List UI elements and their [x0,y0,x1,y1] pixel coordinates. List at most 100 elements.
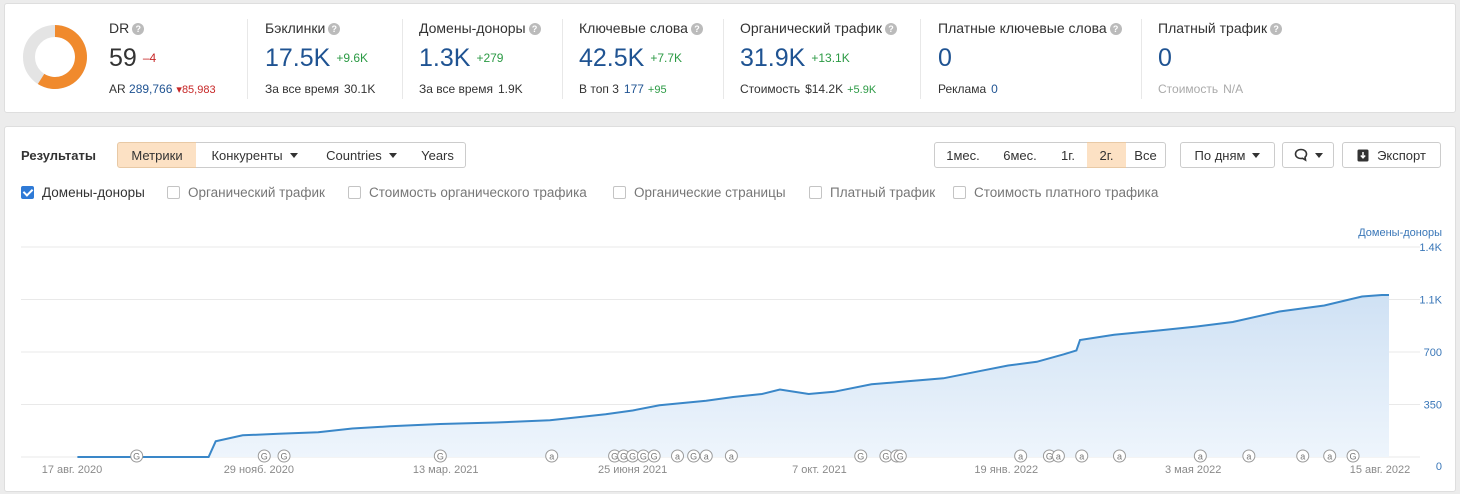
y-tick-label: 1.4K [1419,242,1442,254]
annotation-marker[interactable]: G [277,449,291,463]
checkbox-box[interactable] [613,186,626,199]
referring-domains-chart: 0 350 700 1.1K 1.4K Домены-доноры 17 авг. 2020… [21,227,1443,476]
annotation-marker[interactable]: a [1242,449,1256,463]
tab-metrics[interactable]: Метрики [117,142,197,168]
period-all[interactable]: Все [1126,142,1166,168]
metric-value[interactable]: 31.9K +13.1K [740,44,850,72]
svg-text:G: G [640,452,647,462]
metric-sub-value[interactable]: 177 [623,82,644,96]
annotation-marker[interactable]: G [893,449,907,463]
help-icon[interactable]: ? [528,23,541,35]
help-icon[interactable]: ? [1109,23,1122,35]
checkbox-organic-traffic[interactable]: Органический трафик [167,185,325,200]
tab-years[interactable]: Years [410,142,466,168]
annotation-marker[interactable]: G [257,449,271,463]
metric-label[interactable]: Ключевые слова? [579,20,703,36]
checkbox-box[interactable] [21,186,34,199]
caret-down-icon [1252,152,1261,158]
y-axis-label: Домены-доноры [1358,227,1442,239]
metric-value: 59 –4 [109,44,156,73]
svg-text:G: G [261,452,268,462]
annotation-marker[interactable]: G [1346,449,1360,463]
annotations-dropdown[interactable] [1282,142,1334,168]
metric-label[interactable]: Платные ключевые слова? [938,20,1122,36]
metric-value[interactable]: 0 [1158,44,1172,72]
annotation-marker[interactable]: a [1296,449,1310,463]
metric-label[interactable]: DR? [109,20,145,36]
svg-text:G: G [1350,452,1357,462]
checkbox-paid-traffic[interactable]: Платный трафик [809,185,935,200]
tab-competitors[interactable]: Конкуренты [196,142,314,168]
svg-text:a: a [1117,452,1122,462]
period-1-month[interactable]: 1мес. [934,142,992,168]
help-icon[interactable]: ? [690,23,703,35]
checkbox-organic-pages[interactable]: Органические страницы [613,185,786,200]
metric-value[interactable]: 0 [938,44,952,72]
checkbox-referring-domains[interactable]: Домены-доноры [21,185,145,200]
svg-text:a: a [549,452,554,462]
svg-text:G: G [1046,452,1053,462]
svg-text:G: G [690,452,697,462]
metric-sub: Стоимость $14.2K +5.9K [740,82,877,96]
svg-text:a: a [1198,452,1203,462]
period-6-months[interactable]: 6мес. [991,142,1050,168]
annotation-marker[interactable]: G [879,449,893,463]
checkbox-paid-traffic-cost[interactable]: Стоимость платного трафика [953,185,1158,200]
metric-sub: Стоимость N/A [1158,82,1244,96]
export-button[interactable]: Экспорт [1342,142,1441,168]
granularity-dropdown[interactable]: По дням [1180,142,1275,168]
annotation-marker[interactable]: a [699,449,713,463]
y-tick-label: 0 [1436,461,1442,473]
annotation-marker[interactable]: G [433,449,447,463]
annotation-marker[interactable]: G [687,449,701,463]
svg-text:a: a [1300,452,1305,462]
caret-down-icon [388,152,397,158]
metric-sub: Реклама 0 [938,82,998,96]
metric-label[interactable]: Органический трафик? [740,20,897,36]
metric-value[interactable]: 42.5K +7.7K [579,44,683,72]
annotation-marker[interactable]: a [1323,449,1337,463]
annotation-marker[interactable]: a [545,449,559,463]
checkbox-box[interactable] [348,186,361,199]
checkbox-organic-traffic-cost[interactable]: Стоимость органического трафика [348,185,587,200]
ar-label: AR [109,82,126,96]
tab-countries[interactable]: Countries [313,142,411,168]
metric-value[interactable]: 1.3K +279 [419,44,504,72]
annotation-marker[interactable]: a [670,449,684,463]
caret-down-icon [289,152,298,158]
metric-sub: За все время 30.1K [265,82,376,96]
metric-sub-value[interactable]: 0 [991,82,998,96]
metric-label[interactable]: Домены-доноры? [419,20,541,36]
period-2-years[interactable]: 2г. [1087,142,1127,168]
metric-label[interactable]: Платный трафик? [1158,20,1283,36]
x-tick-label: 15 авг. 2022 [1350,464,1411,476]
checkbox-box[interactable] [167,186,180,199]
annotation-marker[interactable]: a [1075,449,1089,463]
annotation-marker[interactable]: a [1014,449,1028,463]
svg-text:G: G [281,452,288,462]
annotation-marker[interactable]: G [1042,449,1056,463]
help-icon[interactable]: ? [132,23,145,35]
divider [402,19,403,99]
checkbox-box[interactable] [953,186,966,199]
checkbox-box[interactable] [809,186,822,199]
annotation-marker[interactable]: G [130,449,144,463]
ar-delta-value: 85,983 [181,84,216,96]
annotation-marker[interactable]: a [724,449,738,463]
annotation-marker[interactable]: a [1051,449,1065,463]
annotation-marker[interactable]: G [647,449,661,463]
annotation-marker[interactable]: a [1112,449,1126,463]
annotation-marker[interactable]: a [1193,449,1207,463]
help-icon[interactable]: ? [885,23,897,35]
help-icon[interactable]: ? [328,23,341,35]
annotation-marker[interactable]: G [626,449,640,463]
svg-text:a: a [1056,452,1061,462]
divider [562,19,563,99]
period-1-year[interactable]: 1г. [1049,142,1088,168]
metric-value[interactable]: 17.5K +9.6K [265,44,369,72]
metric-label[interactable]: Бэклинки? [265,20,341,36]
annotation-marker[interactable]: G [636,449,650,463]
ar-value[interactable]: 289,766 [129,82,173,96]
annotation-marker[interactable]: G [854,449,868,463]
help-icon[interactable]: ? [1270,23,1283,35]
